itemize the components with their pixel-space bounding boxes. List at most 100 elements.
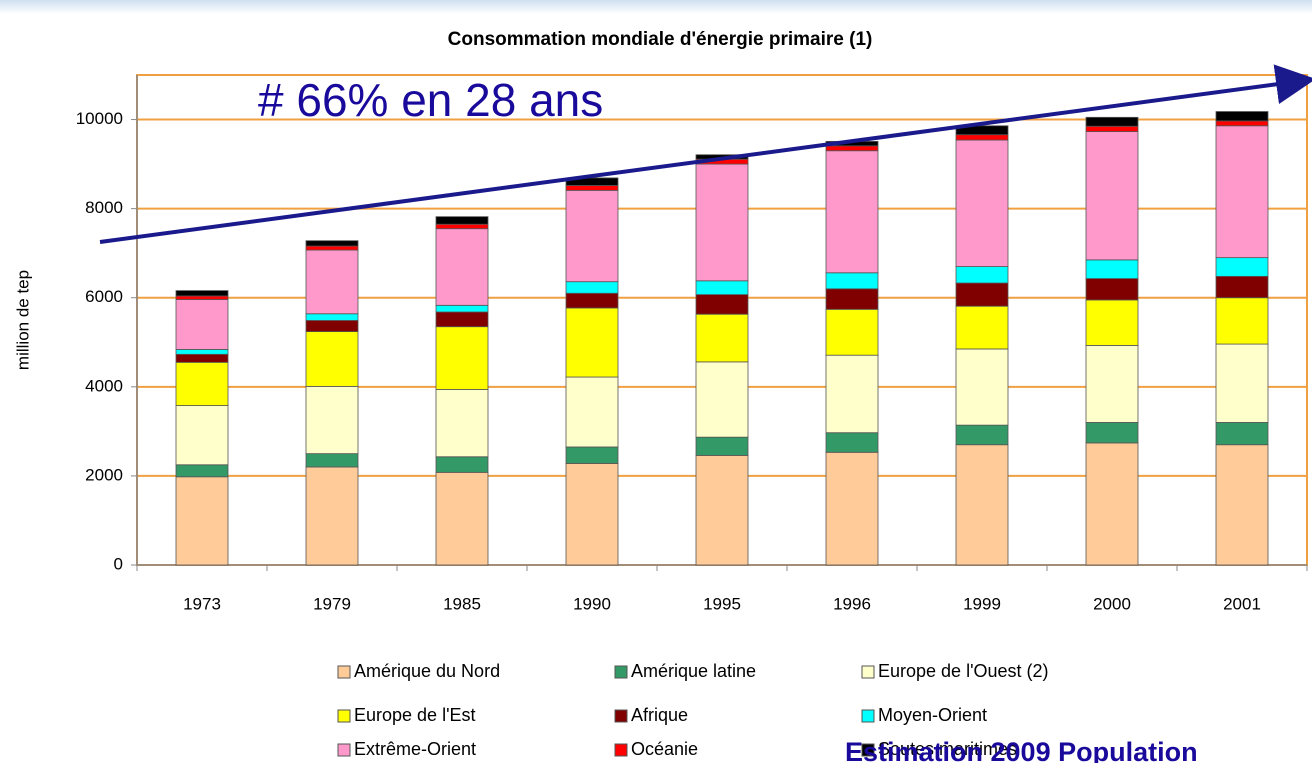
bar-segment (1085, 116, 1139, 127)
legend-label: Océanie (631, 739, 698, 759)
legend-swatch (337, 665, 351, 679)
bar-segment (1215, 111, 1269, 122)
bar-segment (175, 464, 229, 478)
bar-segment (1085, 131, 1139, 261)
legend-label: Soutes maritimes (878, 739, 1017, 759)
x-tick-label: 2000 (1093, 594, 1131, 613)
chart-title: Consommation mondiale d'énergie primaire… (448, 29, 873, 50)
bar-segment (175, 353, 229, 363)
bar-segment (305, 385, 359, 455)
bar-segment (565, 463, 619, 566)
bar-segment (435, 228, 489, 306)
bar-segment (825, 145, 879, 152)
bar-segment (1085, 278, 1139, 301)
bar-segment (1085, 125, 1139, 132)
bar-segment (695, 163, 749, 282)
legend-swatch (861, 709, 875, 723)
x-tick-label: 1973 (183, 594, 221, 613)
legend-label: Moyen-Orient (878, 705, 987, 725)
legend-swatch (614, 743, 628, 757)
bar-segment (565, 189, 619, 283)
y-tick-label: 8000 (85, 198, 123, 217)
bar-segment (695, 455, 749, 566)
bar-segment (305, 245, 359, 251)
bar-segment (695, 294, 749, 315)
bar-segment (435, 326, 489, 390)
bar-segment (175, 361, 229, 406)
bar-segment (305, 320, 359, 332)
bar-segment (1085, 344, 1139, 423)
bar-segment (435, 223, 489, 230)
bar-segment (695, 436, 749, 456)
x-tick-label: 1995 (703, 594, 741, 613)
x-tick-label: 1999 (963, 594, 1001, 613)
bar-segment (565, 281, 619, 294)
x-tick-label: 1996 (833, 594, 871, 613)
bar-segment (435, 304, 489, 313)
legend-label: Extrême-Orient (354, 739, 476, 759)
bar-segment (175, 405, 229, 466)
x-tick-label: 1985 (443, 594, 481, 613)
y-tick-label: 6000 (85, 287, 123, 306)
bar-segment (1215, 125, 1269, 259)
bar-segment (305, 240, 359, 247)
legend-label: Europe de l'Ouest (2) (878, 661, 1049, 681)
bar-segment (1215, 444, 1269, 566)
bar-segment (955, 139, 1009, 267)
bar-segment (565, 185, 619, 191)
legend: Amérique du Nord Amérique latine Europe de… (337, 661, 1049, 759)
legend-swatch (337, 743, 351, 757)
bar-segment (825, 354, 879, 434)
bar-segment (1085, 442, 1139, 566)
bar-segment (1215, 120, 1269, 127)
legend-swatch (337, 709, 351, 723)
bar-segment (1085, 299, 1139, 346)
bar-segment (695, 361, 749, 438)
bar-segment (1215, 257, 1269, 277)
bar-segment (955, 266, 1009, 284)
bar-segment (825, 272, 879, 290)
bar-segment (955, 444, 1009, 566)
bar-segment (955, 282, 1009, 307)
bar-segment (305, 331, 359, 387)
bar-segment (565, 446, 619, 464)
bar-segment (825, 308, 879, 356)
y-tick-label: 2000 (85, 465, 123, 484)
bar-segment (565, 292, 619, 309)
legend-label: Amérique du Nord (354, 661, 500, 681)
bar-segment (435, 216, 489, 225)
bar-segment (955, 424, 1009, 446)
bar-segment (305, 466, 359, 566)
bar-segment (955, 305, 1009, 350)
bar-segment (305, 249, 359, 315)
bar-segment (175, 476, 229, 566)
x-tick-label: 1979 (313, 594, 351, 613)
y-tick-label: 10000 (76, 109, 123, 128)
bar-segment (175, 290, 229, 297)
bar-segment (955, 125, 1009, 136)
bar-segment (955, 134, 1009, 141)
legend-label: Amérique latine (631, 661, 756, 681)
y-tick-label: 4000 (85, 376, 123, 395)
bar-segment (1215, 422, 1269, 446)
bar-segment (1085, 259, 1139, 279)
bar-segment (435, 471, 489, 566)
bar-segment (565, 376, 619, 448)
bar-segment (175, 348, 229, 355)
bar-segment (305, 313, 359, 321)
legend-label: Afrique (631, 705, 688, 725)
legend-swatch (861, 743, 875, 757)
legend-swatch (614, 665, 628, 679)
bar-segment (435, 389, 489, 458)
bar-segment (1215, 275, 1269, 299)
bar-segment (565, 307, 619, 378)
bar-segment (1085, 422, 1139, 444)
bar-segment (695, 313, 749, 363)
legend-swatch (614, 709, 628, 723)
trend-arrow (99, 64, 1312, 244)
bar-segment (175, 295, 229, 300)
legend-label: Europe de l'Est (354, 705, 476, 725)
plot-area: 0 2000 4000 6000 8000 10000 1973 1979 1985 1990 19… (76, 74, 1308, 613)
x-tick-label: 1990 (573, 594, 611, 613)
